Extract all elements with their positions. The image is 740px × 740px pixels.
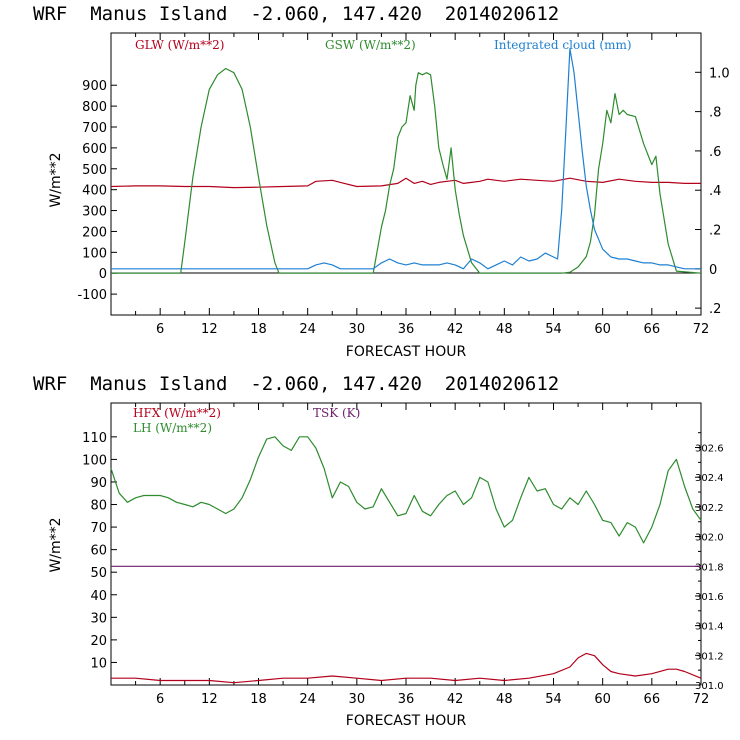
chart-1-x-tick-label: 36 <box>398 322 415 337</box>
chart-2-x-axis: 6 12 18 24 30 36 42 48 54 60 66 72 <box>135 403 710 707</box>
chart-1-ylabel: W/m**2 <box>48 152 64 207</box>
chart-2-y-tick-label: 90 <box>90 476 107 491</box>
chart-2-y2-tick-label: 301.2 <box>695 651 724 662</box>
chart-2-x-tick-label: 36 <box>398 692 415 707</box>
chart-1-y-tick-label: 800 <box>82 100 107 115</box>
chart-2-y-tick-label: 60 <box>90 544 107 559</box>
chart-1-x-tick-label: 24 <box>299 322 316 337</box>
chart-1-y2-tick-label: .2 <box>709 302 721 317</box>
chart-1-y-tick-label: 600 <box>82 142 107 157</box>
chart-2-x-tick-label: 6 <box>156 692 164 707</box>
chart-1-x-tick-label: 54 <box>545 322 562 337</box>
chart-2-series-hfx-line <box>111 652 702 684</box>
chart-1-x-axis: 6 12 18 24 30 36 42 48 54 60 66 72 <box>135 33 710 337</box>
legend-tsk: TSK (K) <box>313 406 360 420</box>
chart-2-y2-tick-label: 301.8 <box>695 562 724 573</box>
chart-1-y-axis: -100 0 100 200 300 400 500 600 700 800 900 <box>77 79 117 303</box>
chart-2-x-tick-label: 42 <box>447 692 464 707</box>
chart-1-y-tick-label: 400 <box>82 184 107 199</box>
chart-1-y-tick-label: 700 <box>82 121 107 136</box>
legend-gsw: GSW (W/m**2) <box>325 38 416 52</box>
chart-2-y2-tick-label: 301.6 <box>695 592 724 603</box>
legend-lh: LH (W/m**2) <box>133 421 212 435</box>
chart-1-y2-tick-label: .2 <box>709 224 721 239</box>
chart-2-y2-tick-label: 301.4 <box>695 622 724 633</box>
chart-2-y-tick-label: 80 <box>90 499 107 514</box>
chart-1-y2-tick-label: 1.0 <box>709 66 730 81</box>
chart-2-y2-tick-label: 302.6 <box>695 444 724 455</box>
chart-2-ylabel: W/m**2 <box>48 517 64 572</box>
chart-2-y2-axis: 301.0 301.2 301.4 301.6 301.8 302.0 302.2 302.4… <box>695 432 724 692</box>
chart-2-y-tick-label: 110 <box>82 431 107 446</box>
chart-2-y-tick-label: 100 <box>82 453 107 468</box>
chart-2-series-lh-line <box>110 436 702 544</box>
chart-1-x-tick-label: 72 <box>693 322 710 337</box>
chart-1-y2-axis: .2 0 .2 .4 .6 .8 1.0 <box>695 66 730 317</box>
chart-2-title: WRF Manus Island -2.060, 147.420 2014020… <box>33 373 559 395</box>
chart-2-y2-tick-label: 302.2 <box>695 503 724 514</box>
chart-1-x-tick-label: 18 <box>250 322 267 337</box>
chart-2-x-tick-label: 72 <box>693 692 710 707</box>
chart-1-y2-tick-label: .8 <box>709 106 721 121</box>
chart-1-y2-tick-label: .6 <box>709 145 721 160</box>
chart-2-x-tick-label: 60 <box>594 692 611 707</box>
chart-2-x-tick-label: 48 <box>496 692 513 707</box>
chart-2-y-tick-label: 50 <box>90 566 107 581</box>
chart-1-y-tick-label: 0 <box>99 267 107 282</box>
chart-2-series <box>110 436 702 684</box>
chart-1-y-tick-label: -100 <box>77 288 107 303</box>
chart-1-y2-tick-label: .4 <box>709 184 721 199</box>
chart-1-y-tick-label: 500 <box>82 163 107 178</box>
chart-2-x-tick-label: 12 <box>201 692 218 707</box>
chart-2-x-tick-label: 24 <box>299 692 316 707</box>
chart-1-series-glw-line <box>110 177 701 189</box>
chart-1-x-tick-label: 48 <box>496 322 513 337</box>
chart-2-y-tick-label: 20 <box>90 634 107 649</box>
chart-2-y2-tick-label: 302.4 <box>695 473 724 484</box>
legend-glw: GLW (W/m**2) <box>135 38 224 52</box>
legend-integrated-cloud: Integrated cloud (mm) <box>494 38 632 52</box>
chart-1-y-tick-label: 100 <box>82 246 107 261</box>
chart-1-series <box>110 48 702 274</box>
panel-1: WRF Manus Island -2.060, 147.420 2014020… <box>33 3 730 360</box>
chart-1-y-tick-label: 200 <box>82 225 107 240</box>
chart-2-y-tick-label: 40 <box>90 589 107 604</box>
chart-2-y-tick-label: 70 <box>90 521 107 536</box>
chart-2-x-tick-label: 66 <box>644 692 661 707</box>
chart-1-x-tick-label: 12 <box>201 322 218 337</box>
chart-2-y2-tick-label: 301.0 <box>695 681 724 692</box>
chart-2-x-tick-label: 54 <box>545 692 562 707</box>
chart-2-x-tick-label: 30 <box>349 692 366 707</box>
chart-1-x-tick-label: 66 <box>644 322 661 337</box>
chart-1-series-integrated-line <box>111 48 701 270</box>
chart-2-x-tick-label: 18 <box>250 692 267 707</box>
chart-1-y-tick-label: 300 <box>82 205 107 220</box>
chart-1-y2-tick-label: 0 <box>709 263 717 278</box>
chart-2-plot-frame <box>110 402 702 686</box>
chart-2-y-tick-label: 30 <box>90 611 107 626</box>
chart-1-xlabel: FORECAST HOUR <box>346 344 467 360</box>
panel-2: WRF Manus Island -2.060, 147.420 2014020… <box>33 373 724 729</box>
chart-2-y-tick-label: 10 <box>90 656 107 671</box>
chart-2-y2-tick-label: 302.0 <box>695 533 724 544</box>
legend-hfx: HFX (W/m**2) <box>133 406 221 420</box>
chart-1-series-gsw-line <box>111 67 702 274</box>
chart-1-y-tick-label: 900 <box>82 79 107 94</box>
chart-2-y-axis: 10 20 30 40 50 60 70 80 90 100 110 <box>82 431 117 671</box>
chart-2-xlabel: FORECAST HOUR <box>346 713 467 729</box>
chart-1-x-tick-label: 6 <box>156 322 164 337</box>
chart-1-title: WRF Manus Island -2.060, 147.420 2014020… <box>33 3 559 25</box>
chart-1-x-tick-label: 42 <box>447 322 464 337</box>
chart-1-x-tick-label: 60 <box>594 322 611 337</box>
chart-1-x-tick-label: 30 <box>349 322 366 337</box>
